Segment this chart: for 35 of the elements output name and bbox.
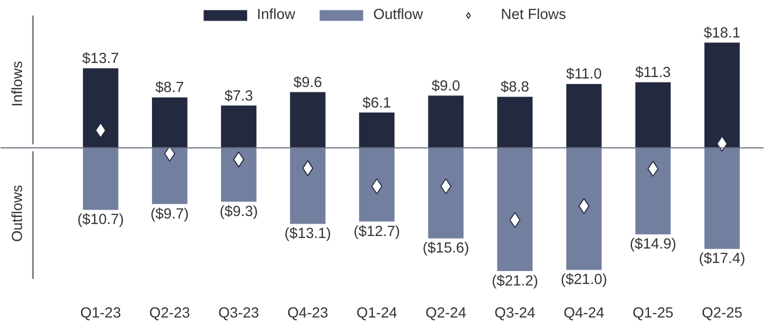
x-tick-label: Q3-23 [218,306,260,322]
legend-label: Outflow [373,7,423,23]
data-label: $11.0 [566,66,602,83]
data-label: $6.1 [362,95,392,112]
data-label: ($21.2) [492,273,538,290]
x-tick-label: Q4-23 [287,306,328,322]
text: Inflows [10,60,26,107]
x-tick-label: Q2-25 [702,306,742,322]
data-label: ($10.7) [77,212,124,228]
data-label: $11.3 [635,65,671,81]
data-label: $9.6 [294,74,322,91]
data-label: ($12.7) [354,224,400,240]
legend-label: Inflow [256,7,296,23]
data-label: $18.1 [704,25,740,42]
data-label: ($21.0) [560,272,608,288]
x-tick-label: Q1-24 [356,306,398,322]
data-label: ($15.6) [422,240,470,257]
x-tick-label: Q3-24 [494,306,536,322]
data-label: $9.0 [432,78,460,94]
data-label: $8.8 [500,80,530,96]
x-tick-label: Q1-25 [632,306,674,322]
data-label: $8.7 [155,80,184,96]
data-label: ($13.1) [284,226,332,242]
data-label: ($9.3) [220,204,258,220]
x-tick-label: Q2-24 [426,306,466,322]
data-label: ($17.4) [698,251,746,268]
x-tick-label: Q4-24 [564,306,604,322]
data-label: ($9.7) [150,206,189,222]
x-tick-label: Q1-23 [80,306,121,322]
data-label: $7.3 [224,88,253,104]
data-label: $13.7 [82,51,119,68]
legend-label: Net Flows [500,7,566,23]
data-label: ($14.9) [630,236,676,253]
text: Outflows [10,184,26,242]
x-tick-label: Q2-23 [149,306,190,322]
